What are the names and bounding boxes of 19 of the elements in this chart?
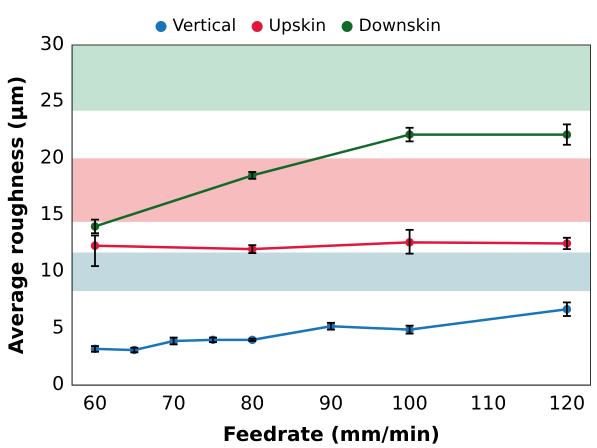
legend-label: Downskin [358, 16, 441, 36]
y-tick-label: 25 [40, 90, 64, 112]
x-tick-label: 100 [391, 392, 428, 415]
x-tick-label: 120 [548, 392, 586, 415]
x-tick-label: 90 [318, 392, 344, 415]
y-axis-title: Average roughness (µm) [4, 76, 28, 354]
y-tick-label: 15 [40, 203, 64, 226]
y-tick-label: 30 [40, 32, 64, 55]
y-tick-label: 0 [52, 373, 64, 396]
x-tick-label: 60 [82, 392, 108, 415]
x-tick-label: 110 [470, 392, 506, 415]
y-tick-label: 20 [40, 146, 64, 168]
x-tick-label: 70 [162, 392, 186, 415]
x-tick-label: 80 [240, 392, 264, 415]
legend-label: Upskin [268, 16, 326, 36]
y-tick-label: 5 [52, 316, 64, 338]
x-axis-title: Feedrate (mm/min) [222, 422, 440, 446]
legend-label: Vertical [172, 16, 236, 36]
y-tick-label: 10 [40, 260, 64, 282]
